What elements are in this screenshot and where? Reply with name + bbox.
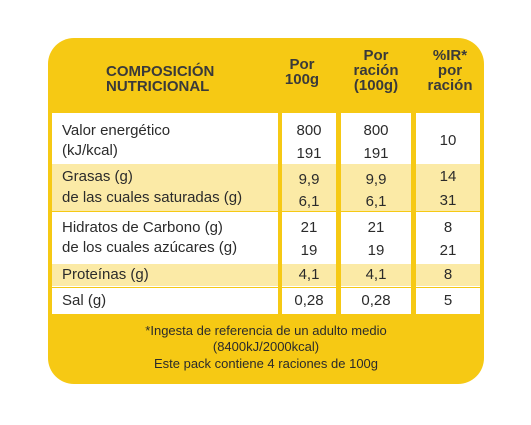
value-per-serving: 6,1 (365, 193, 387, 210)
header-ir-line: %IR* (432, 47, 468, 64)
row-label: Grasas (g) (62, 168, 133, 185)
value-per-100g: 4,1 (298, 266, 320, 283)
footnote-line: *Ingesta de referencia de un adulto medi… (145, 323, 387, 338)
value-reference-intake: 14 (439, 168, 457, 185)
value-reference-intake: 8 (443, 266, 453, 283)
header-per-100g-line: Por (289, 56, 315, 73)
header-ir-line: ración (427, 77, 473, 94)
row-highlight (416, 164, 480, 211)
header-composition: COMPOSICIÓN NUTRICIONAL (106, 64, 214, 94)
row-sublabel: de las cuales saturadas (g) (62, 189, 243, 206)
value-per-100g: 21 (300, 219, 318, 236)
value-per-serving: 21 (367, 219, 385, 236)
header-per-serving: Por ración (100g) (345, 48, 407, 93)
row-label: Proteínas (g) (62, 266, 149, 283)
value-per-100g: 9,9 (298, 171, 320, 188)
header-per-100g: Por 100g (276, 57, 328, 87)
row-sublabel: (kJ/kcal) (62, 142, 118, 159)
row-label: Sal (g) (62, 292, 107, 309)
value-reference-intake: 21 (439, 242, 457, 259)
value-per-100g: 800 (296, 122, 322, 139)
row-highlight (282, 164, 336, 211)
header-per-serving-line: ración (353, 62, 399, 79)
header-per-serving-line: (100g) (353, 77, 399, 94)
row-highlight (341, 164, 411, 211)
row-highlight (416, 264, 480, 286)
value-per-serving: 191 (363, 145, 389, 162)
value-reference-intake: 8 (443, 219, 453, 236)
value-reference-intake: 31 (439, 192, 457, 209)
row-highlight (52, 164, 278, 211)
row-highlight (341, 264, 411, 286)
footnote-line: (8400kJ/2000kcal) (212, 339, 320, 354)
header-reference-intake: %IR* por ración (424, 48, 476, 93)
value-per-100g: 6,1 (298, 193, 320, 210)
value-per-serving: 0,28 (361, 292, 391, 309)
value-reference-intake: 10 (439, 132, 457, 149)
header-per-serving-line: Por (363, 47, 389, 64)
value-reference-intake: 5 (443, 292, 453, 309)
footnote-line: Este pack contiene 4 raciones de 100g (153, 356, 379, 371)
header-composition-line: NUTRICIONAL (106, 78, 210, 95)
header-composition-line: COMPOSICIÓN (106, 63, 215, 80)
header-ir-line: por (437, 62, 463, 79)
row-label: Valor energético (62, 122, 171, 139)
value-per-serving: 800 (363, 122, 389, 139)
row-sublabel: de los cuales azúcares (g) (62, 239, 238, 256)
value-per-serving: 9,9 (365, 171, 387, 188)
value-per-100g: 19 (300, 242, 318, 259)
value-per-100g: 0,28 (294, 292, 324, 309)
value-per-serving: 19 (367, 242, 385, 259)
row-highlight (282, 264, 336, 286)
row-highlight (52, 264, 278, 286)
row-label: Hidratos de Carbono (g) (62, 219, 223, 236)
header-per-100g-line: 100g (284, 71, 320, 88)
row-divider (52, 211, 480, 212)
value-per-100g: 191 (296, 145, 322, 162)
value-per-serving: 4,1 (365, 266, 387, 283)
row-divider (52, 287, 480, 288)
